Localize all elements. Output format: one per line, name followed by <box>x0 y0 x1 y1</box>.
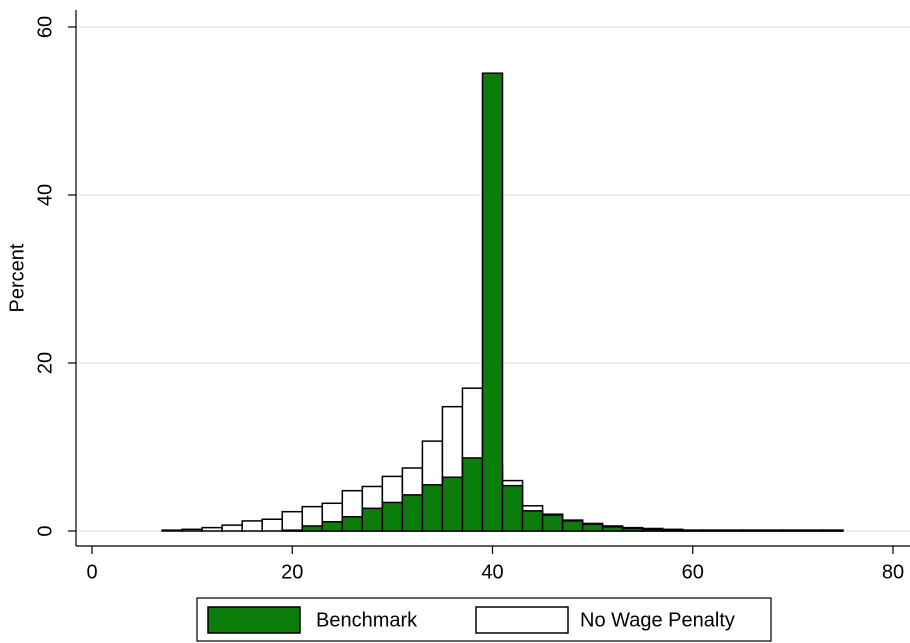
legend-label: No Wage Penalty <box>580 609 735 631</box>
y-tick-label: 60 <box>34 16 56 38</box>
bar <box>461 457 484 532</box>
legend-swatch <box>475 606 569 634</box>
bar <box>301 525 324 532</box>
x-tick-label: 60 <box>682 561 704 583</box>
bar <box>421 484 444 532</box>
bar <box>762 529 784 532</box>
bar <box>241 520 263 532</box>
bar <box>441 476 464 532</box>
legend-label: Benchmark <box>316 609 418 631</box>
bar <box>782 529 804 532</box>
y-tick-label: 20 <box>34 352 56 374</box>
bar <box>401 494 424 532</box>
bar <box>161 529 183 532</box>
bar <box>501 484 524 532</box>
bar <box>321 521 344 532</box>
x-tick-label: 40 <box>481 561 503 583</box>
bar <box>661 528 684 532</box>
bar <box>722 529 744 532</box>
bar <box>681 529 704 532</box>
bar <box>281 510 304 532</box>
legend-swatch <box>207 606 301 634</box>
bar <box>742 529 764 532</box>
bar <box>381 501 404 532</box>
bar <box>221 524 243 532</box>
bar <box>361 507 384 532</box>
y-axis-label: Percent <box>6 243 28 312</box>
bar <box>341 515 364 532</box>
bar <box>281 529 304 532</box>
bar <box>201 526 223 532</box>
bar <box>181 528 203 532</box>
bar <box>822 529 844 532</box>
x-tick-label: 0 <box>86 561 97 583</box>
bar <box>802 529 824 532</box>
bar <box>261 518 283 532</box>
bar <box>541 514 564 532</box>
x-tick-label: 80 <box>882 561 904 583</box>
bar <box>481 72 504 532</box>
bar <box>521 510 544 532</box>
bar <box>581 523 604 532</box>
bar <box>561 520 584 532</box>
x-tick-label: 20 <box>281 561 303 583</box>
bar <box>621 527 644 532</box>
y-tick-label: 40 <box>34 184 56 206</box>
bar <box>641 528 664 532</box>
bar <box>702 529 724 532</box>
y-tick-label: 0 <box>34 525 56 536</box>
bar <box>601 526 624 532</box>
